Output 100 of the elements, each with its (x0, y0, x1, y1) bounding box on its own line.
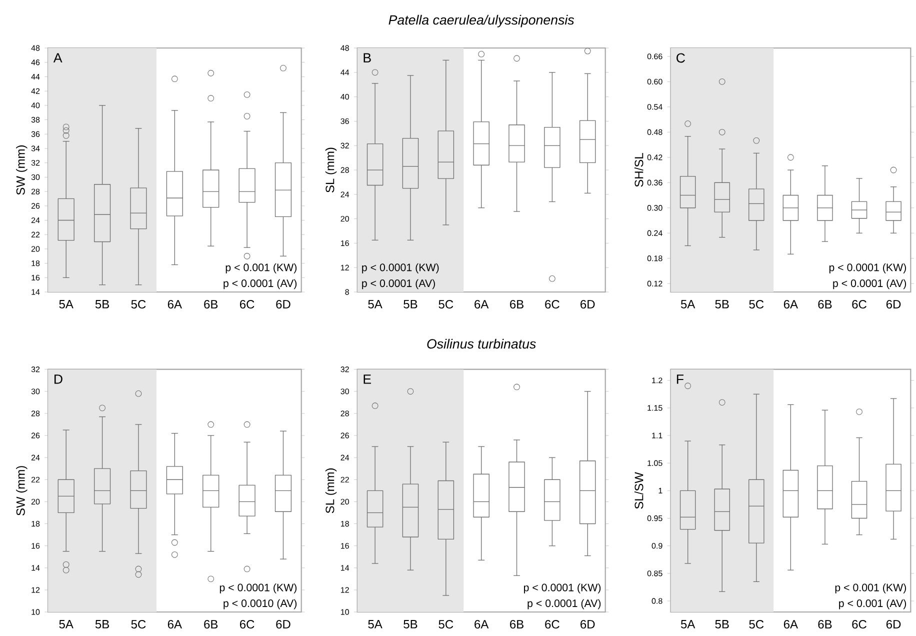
annotation: B (364, 53, 371, 62)
x-tick-label: 6C (852, 300, 866, 309)
y-tick-label: 32 (31, 160, 40, 166)
y-tick-label: 28 (340, 410, 349, 416)
x-tick-label: 6D (276, 300, 290, 309)
y-tick-label: 22 (31, 232, 40, 238)
y-tick-label: 32 (340, 366, 349, 372)
y-tick-label: 30 (31, 174, 40, 180)
y-tick-label: 10 (32, 609, 40, 615)
y-tick-label: 30 (31, 388, 40, 394)
y-tick-label: 0.24 (647, 230, 662, 236)
y-tick-label: 0.8 (652, 598, 662, 604)
x-tick-label: 6D (276, 620, 290, 629)
y-tick-label: 28 (31, 188, 40, 194)
y-tick-label: 0.18 (647, 256, 662, 262)
x-tick-label: 6B (818, 300, 832, 309)
annotation: p < 0.0010 (AV) (224, 599, 297, 610)
y-tick-label: 26 (340, 432, 349, 438)
y-tick-label: 18 (341, 520, 349, 527)
y-tick-label: 24 (31, 217, 40, 224)
x-tick-label: 6C (545, 300, 560, 309)
y-tick-label: 0.85 (647, 570, 662, 576)
y-tick-label: 32 (340, 142, 349, 148)
y-axis-title: SH/SL (634, 153, 644, 187)
y-tick-label: 0.9 (652, 542, 662, 549)
y-tick-label: 34 (31, 146, 40, 152)
y-tick-label: 16 (32, 542, 40, 549)
y-tick-label: 24 (31, 454, 40, 460)
y-tick-label: 0.66 (647, 54, 662, 60)
y-tick-label: 18 (32, 520, 40, 527)
x-tick-label: 5A (368, 620, 382, 628)
x-tick-label: 5B (715, 300, 729, 308)
x-tick-label: 5C (438, 300, 454, 309)
annotation: C (676, 53, 685, 63)
x-tick-label: 5A (59, 620, 74, 628)
x-tick-label: 6A (474, 300, 489, 309)
annotation: p < 0.001 (KW) (226, 263, 297, 274)
y-tick-label: 16 (32, 274, 40, 280)
y-tick-label: 20 (340, 498, 349, 505)
annotation: p < 0.0001 (KW) (220, 583, 297, 594)
y-tick-label: 20 (31, 498, 40, 505)
y-tick-label: 12 (341, 264, 349, 270)
annotation: p < 0.001 (AV) (839, 599, 906, 610)
x-tick-label: 5C (749, 300, 764, 309)
y-tick-label: 24 (340, 454, 350, 460)
y-axis-title: SL/SW (634, 472, 644, 509)
y-tick-label: 18 (32, 260, 40, 266)
x-tick-label: 6B (204, 620, 218, 629)
y-tick-label: 26 (31, 203, 40, 209)
annotation: A (53, 53, 62, 62)
y-tick-label: 16 (341, 240, 349, 246)
y-tick-label: 14 (32, 565, 40, 571)
annotation: p < 0.0001 (AV) (528, 599, 601, 610)
y-tick-label: 22 (340, 476, 349, 482)
x-tick-label: 6A (474, 620, 489, 629)
y-tick-label: 14 (341, 565, 350, 571)
y-tick-label: 8 (345, 289, 349, 295)
y-tick-label: 22 (31, 476, 40, 482)
annotation: p < 0.0001 (AV) (833, 279, 906, 290)
y-tick-label: 30 (340, 388, 349, 394)
y-tick-label: 36 (340, 118, 349, 124)
x-tick-label: 6B (510, 300, 524, 309)
x-tick-label: 6A (784, 300, 798, 309)
annotation: p < 0.0001 (KW) (362, 263, 439, 274)
y-tick-label: 20 (340, 216, 349, 222)
y-tick-label: 44 (340, 70, 350, 76)
x-tick-label: 6C (545, 620, 560, 629)
y-tick-label: 1.05 (648, 460, 662, 466)
x-tick-label: 5C (438, 620, 454, 629)
y-tick-label: 42 (31, 88, 40, 94)
x-tick-label: 6A (168, 300, 182, 309)
x-tick-label: 6B (204, 300, 218, 309)
x-tick-label: 6B (510, 620, 524, 629)
x-tick-label: 6D (886, 300, 901, 309)
y-tick-label: 1 (658, 488, 662, 494)
x-tick-label: 5C (749, 620, 764, 629)
y-tick-label: 28 (340, 167, 349, 173)
y-tick-label: 14 (32, 289, 40, 295)
chart-title: Osilinus turbinatus (427, 338, 536, 349)
annotation: p < 0.0001 (KW) (829, 263, 906, 274)
y-tick-label: 1.2 (652, 378, 662, 384)
y-tick-label: 28 (31, 410, 40, 416)
x-tick-label: 6C (852, 620, 866, 629)
y-tick-label: 12 (32, 587, 40, 593)
x-tick-label: 6C (240, 300, 254, 309)
x-tick-label: 5B (95, 620, 110, 628)
y-tick-label: 44 (31, 74, 40, 80)
x-tick-label: 6A (168, 620, 182, 629)
x-tick-label: 6D (580, 300, 595, 309)
chart-title: Patella caerulea/ulyssiponensis (388, 14, 574, 28)
y-tick-label: 0.36 (647, 180, 662, 186)
x-tick-label: 5A (680, 300, 696, 308)
x-tick-label: 5C (131, 620, 146, 629)
y-tick-label: 40 (31, 102, 40, 108)
y-tick-label: 38 (31, 116, 40, 123)
x-tick-label: 5C (131, 300, 146, 309)
annotation: p < 0.0001 (AV) (362, 279, 435, 290)
y-tick-label: 36 (31, 131, 40, 137)
y-axis-title: SW (mm) (16, 145, 28, 195)
x-tick-label: 5A (680, 620, 696, 628)
